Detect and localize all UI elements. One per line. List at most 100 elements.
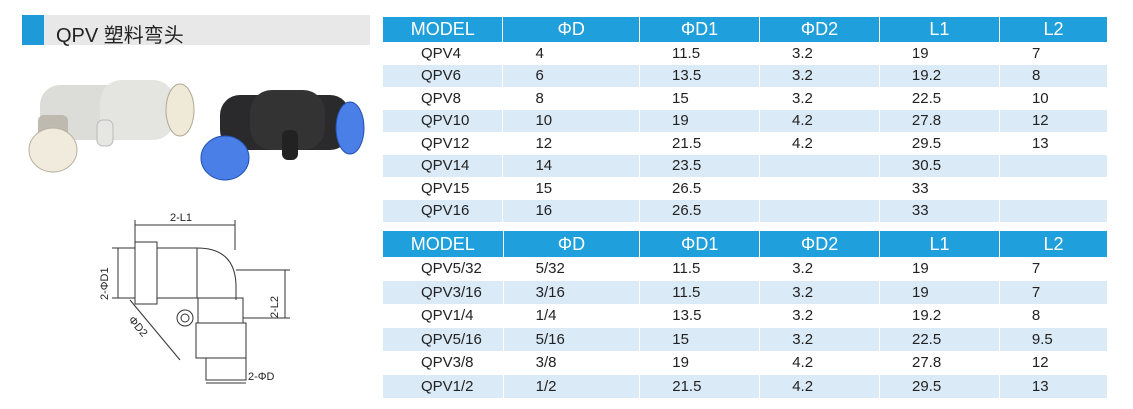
table-cell: 29.5	[879, 374, 1000, 399]
table-cell: 3.2	[759, 64, 880, 88]
table-cell: 3.2	[759, 304, 880, 328]
photo-white-fitting	[28, 80, 195, 173]
table-row: QPV3/16 3/16 11.5 3.2 19 7	[383, 280, 1109, 305]
table-cell: 11.5	[639, 257, 761, 281]
table-cell: QPV1/4	[383, 304, 504, 328]
table-cell: 11.5	[639, 42, 761, 65]
table-cell: 5/32	[503, 257, 641, 281]
dim-label: 2-L2	[269, 296, 281, 318]
table-cell: 8	[999, 64, 1109, 88]
table-cell: 33	[879, 199, 1000, 223]
column-header: L2	[999, 17, 1109, 42]
table-cell: 4	[502, 42, 640, 65]
table-cell: 7	[999, 257, 1109, 281]
table-cell: 4.2	[759, 351, 880, 375]
table-cell: 27.8	[879, 109, 1000, 133]
table-cell: 15	[502, 177, 640, 200]
table-cell: 26.5	[639, 199, 761, 223]
table-cell: 15	[639, 327, 761, 352]
column-header: ΦD1	[639, 17, 761, 42]
table-cell: 10	[999, 87, 1109, 110]
table-cell: QPV5/16	[383, 327, 504, 352]
table-row: QPV14 14 23.5 30.5	[383, 154, 1109, 178]
column-header: ΦD2	[759, 17, 880, 42]
table-cell: 6	[502, 64, 640, 88]
table-cell: 4.2	[759, 109, 880, 133]
table-cell: 13	[999, 374, 1109, 399]
dim-label: 2-ΦD	[248, 371, 275, 383]
table-cell: 22.5	[879, 327, 1000, 352]
table-cell: 8	[999, 304, 1109, 328]
dim-label: 2-L1	[170, 212, 192, 224]
table-row: QPV1/4 1/4 13.5 3.2 19.2 8	[383, 304, 1109, 328]
table-cell: QPV4	[383, 42, 504, 65]
column-header: ΦD2	[759, 231, 880, 257]
table-cell: 19	[639, 109, 761, 133]
table-cell: 13	[999, 132, 1109, 155]
table-cell: QPV8	[383, 87, 504, 110]
table-cell: 4.2	[759, 374, 880, 399]
table-cell: 12	[999, 109, 1109, 133]
table-cell: 19	[639, 351, 761, 375]
table-cell: 19	[879, 257, 1000, 281]
table-row: QPV1/2 1/2 21.5 4.2 29.5 13	[383, 374, 1109, 399]
table-cell: QPV5/32	[383, 257, 504, 281]
table-cell: 21.5	[639, 132, 761, 155]
table-cell: 19.2	[879, 304, 1000, 328]
table-cell: 3/8	[503, 351, 641, 375]
technical-drawing	[112, 220, 290, 384]
spec-table: MODEL ΦD ΦD1 ΦD2 L1 L2 QPV4 4 11.5 3.2 19 7 QPV6 6 13.…	[383, 17, 1109, 223]
table-cell: QPV10	[383, 109, 504, 133]
header-mark	[22, 15, 44, 45]
table-row: QPV12 12 21.5 4.2 29.5 13	[383, 132, 1109, 155]
table-cell: 3.2	[759, 327, 880, 352]
table-cell: 21.5	[639, 374, 761, 399]
table-cell	[999, 154, 1109, 178]
table-cell	[759, 199, 880, 223]
table-cell	[759, 154, 880, 178]
table-cell: 4.2	[759, 132, 880, 155]
table-cell: 9.5	[999, 327, 1109, 352]
table-cell: 15	[639, 87, 761, 110]
column-header: L1	[879, 17, 1000, 42]
table-cell: 26.5	[639, 177, 761, 200]
table-row: QPV10 10 19 4.2 27.8 12	[383, 109, 1109, 133]
table-cell: 11.5	[639, 280, 761, 305]
header-row: MODEL ΦD ΦD1 ΦD2 L1 L2	[383, 17, 1109, 42]
table-cell: 8	[502, 87, 640, 110]
table-cell: QPV14	[383, 154, 504, 178]
table-row: QPV5/32 5/32 11.5 3.2 19 7	[383, 257, 1109, 281]
table-cell: 12	[502, 132, 640, 155]
header-title: QPV 塑料弯头	[56, 25, 184, 47]
table-cell: 33	[879, 177, 1000, 200]
table-cell: 3.2	[759, 280, 880, 305]
column-header: ΦD1	[639, 231, 761, 257]
illustration: 2-L1 2-ΦD1 ΦD2 2-L2 2-ΦD	[28, 80, 365, 384]
table-row: QPV8 8 15 3.2 22.5 10	[383, 87, 1109, 110]
table-cell: 13.5	[639, 64, 761, 88]
table-cell: 19	[879, 280, 1000, 305]
table-cell: 1/2	[503, 374, 641, 399]
table-cell: 16	[502, 199, 640, 223]
table-cell: 7	[999, 280, 1109, 305]
header-row: MODEL ΦD ΦD1 ΦD2 L1 L2	[383, 231, 1109, 257]
dim-label: ΦD2	[126, 314, 150, 339]
table-cell: 10	[502, 109, 640, 133]
table-cell: 19.2	[879, 64, 1000, 88]
table-cell: 13.5	[639, 304, 761, 328]
table-row: QPV16 16 26.5 33	[383, 199, 1109, 223]
table-cell: 23.5	[639, 154, 761, 178]
table-cell: 3/16	[503, 280, 641, 305]
spec-table: MODEL ΦD ΦD1 ΦD2 L1 L2 QPV5/32 5/32 11.5 3.2 19 7 QP…	[383, 231, 1109, 399]
table-cell: 30.5	[879, 154, 1000, 178]
column-header: ΦD	[502, 17, 640, 42]
table-cell: QPV3/16	[383, 280, 504, 305]
table-cell: QPV16	[383, 199, 504, 223]
table-cell: 27.8	[879, 351, 1000, 375]
table-cell: 14	[502, 154, 640, 178]
table-cell: QPV3/8	[383, 351, 504, 375]
column-header: L2	[999, 231, 1109, 257]
table-cell: QPV12	[383, 132, 504, 155]
table-cell: QPV15	[383, 177, 504, 200]
photo-black-fitting	[200, 90, 365, 181]
